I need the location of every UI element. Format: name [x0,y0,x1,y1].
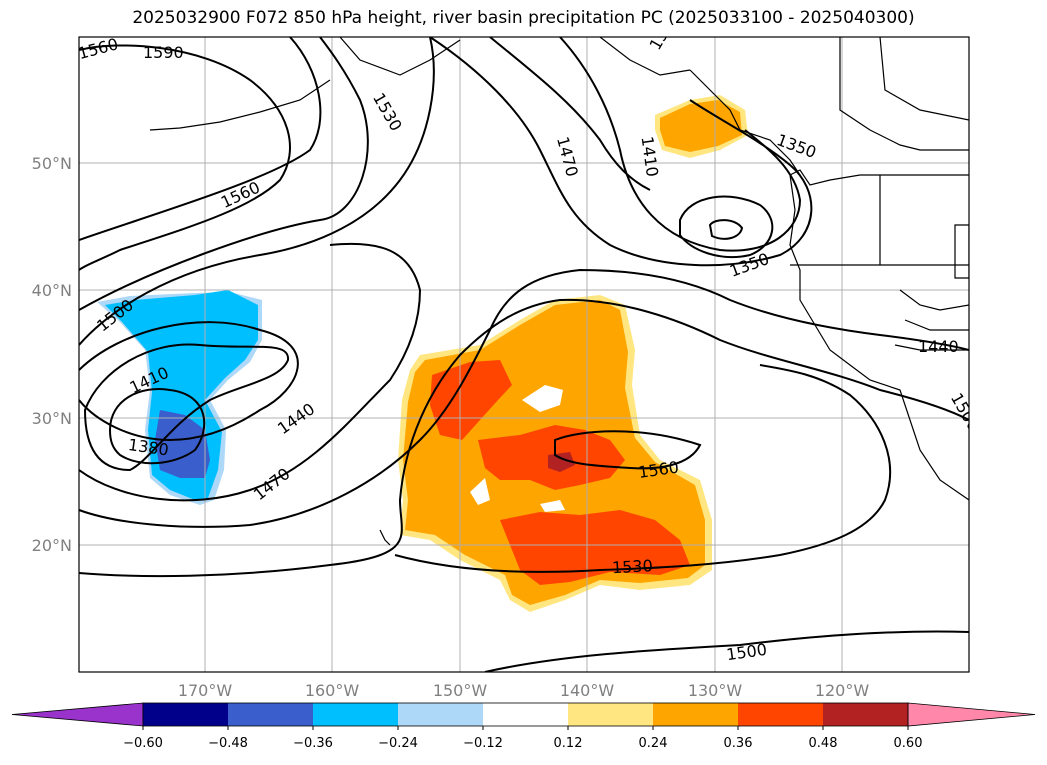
coastlines [149,37,969,546]
colorbar-tick-label: −0.12 [463,736,503,751]
colorbar-tick-label: 0.24 [639,736,668,751]
colorbar-tick-label: 0.36 [724,736,753,751]
colorbar-swatch [143,703,228,726]
lon-label-130w: 130°W [688,681,743,700]
colorbar-swatch [398,703,483,726]
colorbar-swatch [653,703,738,726]
shade-pos-hole-1 [522,385,563,412]
colorbar-tick-label: 0.60 [894,736,923,751]
height-contours [79,37,969,672]
contour-label: 1440 [918,337,959,356]
colorbar-extend-high [907,702,1036,727]
chart-title: 2025032900 F072 850 hPa height, river ba… [132,8,915,28]
shade-pos-strong-3 [500,510,690,585]
colorbar-tick-label: −0.60 [123,736,163,751]
colorbar-ticks: −0.60 −0.48 −0.36 −0.24 −0.12 0.12 0.24 0.36 0.4… [123,726,922,751]
gridlines [79,37,969,672]
lon-label-160w: 160°W [305,681,360,700]
lat-label-40n: 40°N [32,281,72,300]
colorbar-tick-label: −0.48 [208,736,248,751]
shade-neg-mid [105,290,258,500]
shade-pos-max [548,452,575,472]
lon-label-170w: 170°W [178,681,233,700]
lon-label-150w: 150°W [433,681,488,700]
contour-label: 1530 [612,556,654,577]
colorbar-swatch [313,703,398,726]
shade-pos-hole-3 [540,500,565,512]
shade-pos-hole-2 [470,478,490,505]
colorbar-swatch [568,703,653,726]
lat-label-30n: 30°N [32,409,72,428]
colorbar-extend-low [11,702,144,727]
lat-label-20n: 20°N [32,536,72,555]
colorbar-outline [142,702,909,727]
contour-label: 1590 [143,43,184,62]
colorbar-swatch [228,703,313,726]
colorbar-swatch [738,703,823,726]
colorbar-swatch [483,703,568,726]
colorbar-tick-label: 0.12 [554,736,583,751]
colorbar [11,702,1036,727]
lon-label-140w: 140°W [560,681,615,700]
lat-labels: 50°N 40°N 30°N 20°N [32,154,72,555]
map-frame [78,36,970,673]
lon-label-120w: 120°W [815,681,870,700]
shade-pos-coast-mid [660,100,742,152]
colorbar-tick-label: 0.48 [809,736,838,751]
colorbar-tick-label: −0.36 [293,736,333,751]
lon-labels: 170°W 160°W 150°W 140°W 130°W 120°W [178,681,870,700]
shade-pos-strong-1 [430,360,512,440]
colorbar-swatch [823,703,908,726]
colorbar-tick-label: −0.24 [378,736,418,751]
lat-label-50n: 50°N [32,154,72,173]
